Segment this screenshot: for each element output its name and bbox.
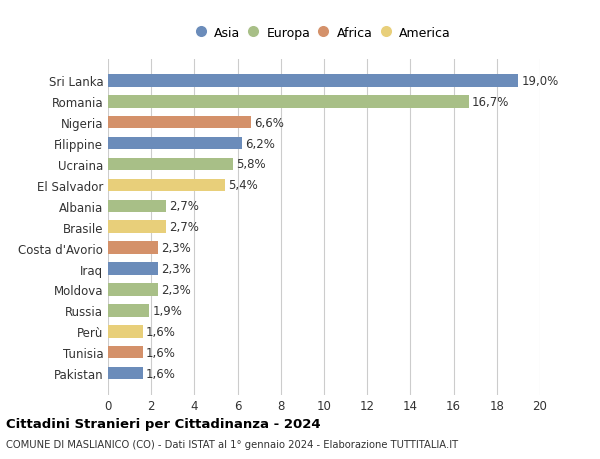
Legend: Asia, Europa, Africa, America: Asia, Europa, Africa, America	[193, 22, 455, 45]
Text: 2,3%: 2,3%	[161, 241, 191, 255]
Bar	[108, 221, 166, 234]
Text: 6,6%: 6,6%	[254, 117, 284, 129]
Bar	[108, 117, 251, 129]
Bar	[108, 200, 166, 213]
Text: 19,0%: 19,0%	[521, 75, 559, 88]
Text: 1,6%: 1,6%	[146, 367, 176, 380]
Bar	[108, 138, 242, 150]
Bar	[108, 96, 469, 108]
Text: 5,8%: 5,8%	[236, 158, 266, 171]
Text: 1,6%: 1,6%	[146, 325, 176, 338]
Bar	[108, 367, 143, 380]
Bar	[108, 284, 158, 296]
Text: 2,7%: 2,7%	[170, 221, 199, 234]
Bar	[108, 158, 233, 171]
Bar	[108, 75, 518, 87]
Bar	[108, 263, 158, 275]
Text: 2,3%: 2,3%	[161, 263, 191, 275]
Text: Cittadini Stranieri per Cittadinanza - 2024: Cittadini Stranieri per Cittadinanza - 2…	[6, 417, 320, 430]
Text: COMUNE DI MASLIANICO (CO) - Dati ISTAT al 1° gennaio 2024 - Elaborazione TUTTITA: COMUNE DI MASLIANICO (CO) - Dati ISTAT a…	[6, 440, 458, 449]
Text: 6,2%: 6,2%	[245, 137, 275, 150]
Bar	[108, 179, 224, 192]
Text: 5,4%: 5,4%	[228, 179, 257, 192]
Bar	[108, 346, 143, 358]
Text: 2,3%: 2,3%	[161, 283, 191, 296]
Bar	[108, 242, 158, 254]
Bar	[108, 325, 143, 338]
Text: 2,7%: 2,7%	[170, 200, 199, 213]
Text: 1,6%: 1,6%	[146, 346, 176, 359]
Text: 16,7%: 16,7%	[472, 95, 509, 108]
Bar	[108, 304, 149, 317]
Text: 1,9%: 1,9%	[152, 304, 182, 317]
